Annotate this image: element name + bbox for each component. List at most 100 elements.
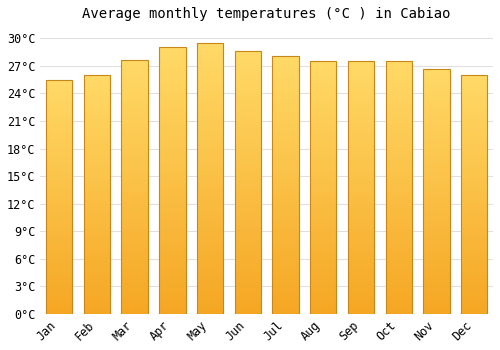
Bar	[310, 107, 336, 109]
Bar	[197, 62, 224, 64]
Bar	[234, 93, 261, 96]
Bar	[310, 203, 336, 205]
Bar	[461, 108, 487, 111]
Bar	[234, 133, 261, 135]
Bar	[234, 293, 261, 295]
Bar	[122, 111, 148, 113]
Bar	[46, 309, 72, 312]
Bar	[234, 51, 261, 314]
Bar	[122, 96, 148, 98]
Bar	[234, 264, 261, 267]
Bar	[84, 202, 110, 204]
Bar	[122, 248, 148, 251]
Bar	[461, 144, 487, 147]
Bar	[46, 89, 72, 91]
Bar	[234, 253, 261, 256]
Bar	[197, 181, 224, 184]
Bar	[46, 183, 72, 185]
Bar	[84, 228, 110, 230]
Bar	[46, 206, 72, 209]
Bar	[84, 111, 110, 113]
Bar	[234, 167, 261, 169]
Bar	[386, 165, 412, 167]
Bar	[348, 155, 374, 157]
Bar	[386, 225, 412, 228]
Bar	[386, 218, 412, 220]
Bar	[461, 273, 487, 276]
Bar	[424, 228, 450, 231]
Bar	[461, 271, 487, 273]
Bar	[84, 292, 110, 295]
Bar	[272, 149, 299, 151]
Bar	[84, 211, 110, 213]
Bar	[84, 80, 110, 82]
Bar	[386, 200, 412, 203]
Bar	[84, 127, 110, 130]
Bar	[348, 182, 374, 185]
Bar	[84, 195, 110, 197]
Bar	[234, 85, 261, 88]
Bar	[234, 274, 261, 277]
Bar	[197, 208, 224, 211]
Bar	[348, 306, 374, 309]
Bar	[197, 59, 224, 62]
Bar	[424, 105, 450, 108]
Bar	[386, 82, 412, 84]
Bar	[348, 112, 374, 114]
Bar	[461, 250, 487, 252]
Bar	[386, 208, 412, 210]
Bar	[386, 180, 412, 182]
Bar	[310, 304, 336, 306]
Bar	[424, 236, 450, 238]
Bar	[424, 260, 450, 262]
Bar	[272, 105, 299, 107]
Bar	[424, 211, 450, 213]
Bar	[348, 66, 374, 69]
Bar	[348, 294, 374, 296]
Bar	[234, 282, 261, 285]
Bar	[159, 48, 186, 314]
Bar	[46, 108, 72, 110]
Bar	[84, 283, 110, 285]
Bar	[159, 231, 186, 234]
Bar	[348, 119, 374, 122]
Bar	[197, 116, 224, 119]
Bar	[348, 261, 374, 263]
Bar	[159, 255, 186, 258]
Bar	[197, 127, 224, 130]
Bar	[197, 124, 224, 127]
Bar	[424, 253, 450, 255]
Bar	[310, 94, 336, 97]
Bar	[197, 43, 224, 314]
Bar	[310, 61, 336, 64]
Bar	[197, 230, 224, 232]
Bar	[46, 288, 72, 290]
Bar	[310, 223, 336, 225]
Bar	[310, 66, 336, 69]
Bar	[234, 235, 261, 238]
Bar	[46, 138, 72, 140]
Bar	[159, 229, 186, 231]
Bar	[122, 70, 148, 73]
Bar	[461, 280, 487, 283]
Bar	[272, 200, 299, 203]
Bar	[159, 103, 186, 106]
Bar	[348, 251, 374, 253]
Bar	[461, 130, 487, 132]
Bar	[424, 272, 450, 275]
Bar	[159, 90, 186, 93]
Bar	[197, 103, 224, 105]
Bar	[424, 275, 450, 277]
Bar	[122, 301, 148, 304]
Bar	[272, 74, 299, 76]
Bar	[197, 75, 224, 78]
Bar	[234, 156, 261, 159]
Bar	[122, 159, 148, 162]
Bar	[424, 297, 450, 299]
Bar	[272, 254, 299, 257]
Bar	[461, 75, 487, 314]
Bar	[386, 66, 412, 69]
Bar	[84, 159, 110, 161]
Bar	[348, 301, 374, 304]
Bar	[84, 182, 110, 185]
